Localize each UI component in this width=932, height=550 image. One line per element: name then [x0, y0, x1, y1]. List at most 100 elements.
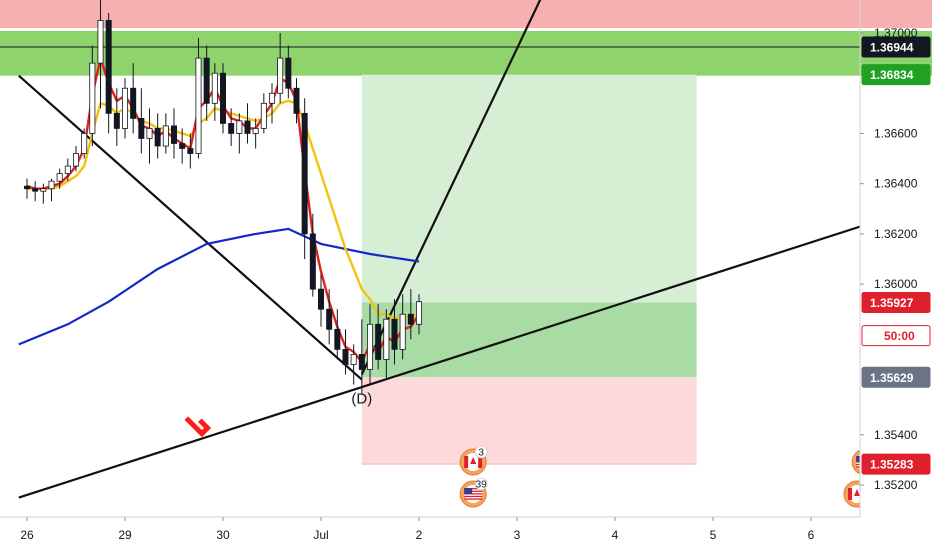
zone-supply [0, 0, 932, 28]
candle [309, 213, 316, 297]
candle [138, 88, 145, 154]
trendline-ascending[interactable] [18, 221, 877, 499]
candle-body-up [64, 165, 71, 175]
candle [252, 118, 259, 149]
candle-body-up [146, 128, 153, 139]
candle-body-up [252, 128, 259, 134]
profit-zone[interactable] [361, 302, 697, 378]
event-count: 3 [478, 448, 484, 459]
candle-body-up [40, 188, 47, 192]
pattern-label: (D) [351, 390, 372, 407]
candle [260, 93, 267, 134]
candle [89, 45, 96, 146]
candle [416, 294, 423, 335]
event-badge [474, 477, 488, 491]
flag-stripe [856, 463, 860, 466]
price-tick-label: 1.36600 [874, 126, 918, 140]
candle [64, 158, 71, 182]
candle-body-down [407, 313, 414, 325]
candle-body-down [138, 117, 145, 139]
candle [293, 78, 300, 124]
price-tag[interactable]: 1.36944 [861, 36, 931, 58]
candle [113, 88, 120, 146]
price-tick-label: 1.36000 [874, 277, 918, 291]
event-badge [474, 445, 488, 459]
candle-body-up [269, 92, 276, 104]
candle [220, 63, 227, 134]
candle-body-down [32, 188, 39, 192]
time-axis[interactable]: 26 29 30 Jul 2 3 4 5 6 [0, 516, 932, 550]
candle [40, 183, 47, 204]
candle-body-up [236, 120, 243, 134]
candle-body-up [195, 57, 202, 154]
candle [244, 103, 251, 144]
candle-body-down [309, 233, 316, 290]
price-tag[interactable]: 50:00 [861, 325, 931, 347]
time-tick-label: 6 [808, 528, 815, 542]
candle [301, 98, 308, 259]
candle [334, 309, 341, 360]
flag-stripe [464, 490, 483, 492]
candle-body-down [244, 120, 251, 134]
candle-body-down [285, 57, 292, 89]
candle [154, 113, 161, 159]
maple-leaf-icon [854, 489, 860, 496]
candle [171, 108, 178, 159]
candle [130, 63, 137, 134]
candle-body-down [228, 123, 235, 134]
candle-body-down [130, 87, 137, 119]
arrow-icon-shape [184, 416, 212, 438]
price-tag-bg [861, 291, 931, 313]
candle [203, 45, 210, 121]
candle-body-up [367, 323, 374, 370]
candle-body-up [260, 102, 267, 129]
candle-body-up [416, 301, 423, 325]
candle [187, 133, 194, 169]
price-tag[interactable]: 1.35927 [861, 291, 931, 313]
candle-body-up [383, 318, 390, 360]
target-zone[interactable] [361, 74, 697, 303]
event-icon-ca[interactable]: 2 [843, 478, 871, 508]
event-count: 39 [476, 480, 488, 491]
event-icon-us[interactable]: 39 [459, 477, 488, 508]
time-tick-label: 29 [118, 528, 132, 542]
candle [162, 113, 169, 154]
price-tick-label: 1.37000 [874, 26, 918, 40]
candle [97, 0, 104, 109]
candle-body-up [56, 173, 63, 182]
candle [195, 38, 202, 159]
trendline-descending[interactable] [18, 74, 363, 381]
candle-body-down [358, 354, 365, 370]
price-tag-label: 1.35283 [870, 458, 914, 472]
long-position-tool[interactable] [361, 74, 697, 465]
annotations-layer: (D) 3 39 6 2 [184, 390, 879, 508]
candle [122, 78, 129, 139]
price-axis-bg [860, 0, 932, 517]
event-icon-ca[interactable]: 3 [459, 445, 488, 476]
candle [399, 294, 406, 360]
price-tag[interactable]: 1.36834 [861, 64, 931, 86]
price-tag[interactable]: 1.35629 [861, 366, 931, 388]
candle [56, 168, 63, 189]
price-axis[interactable]: 1.37000 1.36600 1.36400 1.36200 1.36000 1.354… [859, 0, 932, 517]
ma200-line [18, 227, 420, 346]
price-tag[interactable]: 1.35283 [861, 453, 931, 475]
candle [318, 274, 325, 327]
candle [32, 181, 39, 202]
flag-band [848, 488, 853, 500]
candle [350, 344, 357, 385]
candle-body-down [375, 323, 382, 360]
candle-body-up [73, 153, 80, 167]
candle [48, 178, 55, 202]
candle [269, 83, 276, 124]
zone-demand [0, 31, 932, 76]
time-tick-label: Jul [313, 528, 328, 542]
stop-zone[interactable] [361, 377, 697, 465]
event-icon-us[interactable]: 6 [851, 446, 879, 475]
candle [358, 319, 365, 395]
candle-body-up [211, 72, 218, 104]
candle [179, 128, 186, 164]
candle-body-down [301, 112, 308, 235]
